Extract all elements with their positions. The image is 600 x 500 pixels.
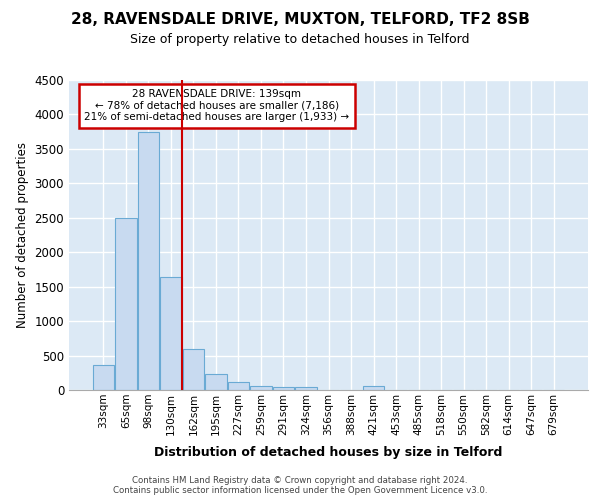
Bar xyxy=(92,364,114,390)
Bar xyxy=(160,277,182,390)
Text: Contains HM Land Registry data © Crown copyright and database right 2024.
Contai: Contains HM Land Registry data © Crown c… xyxy=(113,476,487,495)
X-axis label: Distribution of detached houses by size in Telford: Distribution of detached houses by size … xyxy=(154,446,503,459)
Bar xyxy=(228,382,249,390)
Bar xyxy=(363,386,384,390)
Bar xyxy=(137,132,159,390)
Y-axis label: Number of detached properties: Number of detached properties xyxy=(16,142,29,328)
Text: Size of property relative to detached houses in Telford: Size of property relative to detached ho… xyxy=(130,32,470,46)
Text: 28, RAVENSDALE DRIVE, MUXTON, TELFORD, TF2 8SB: 28, RAVENSDALE DRIVE, MUXTON, TELFORD, T… xyxy=(71,12,529,28)
Text: 28 RAVENSDALE DRIVE: 139sqm
← 78% of detached houses are smaller (7,186)
21% of : 28 RAVENSDALE DRIVE: 139sqm ← 78% of det… xyxy=(85,90,349,122)
Bar xyxy=(250,386,272,390)
Bar xyxy=(115,218,137,390)
Bar xyxy=(205,374,227,390)
Bar xyxy=(295,387,317,390)
Bar xyxy=(273,387,294,390)
Bar xyxy=(182,350,204,390)
